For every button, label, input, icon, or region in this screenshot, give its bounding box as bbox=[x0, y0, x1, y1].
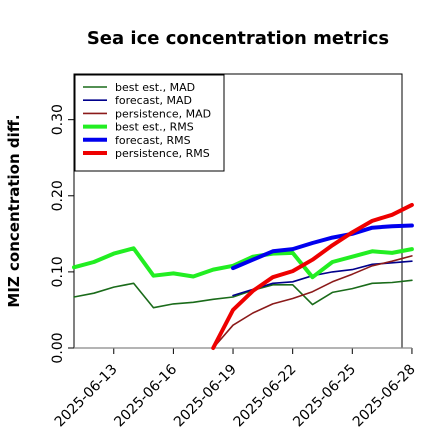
legend-entry: best est., MAD bbox=[115, 81, 195, 94]
y-tick-label: 0.20 bbox=[50, 180, 66, 211]
y-tick-label: 0.10 bbox=[50, 256, 66, 287]
x-tick-label: 2025-06-22 bbox=[231, 362, 300, 431]
y-axis: 0.00 0.10 0.20 0.30 bbox=[50, 104, 74, 364]
y-axis-label: MIZ concentration diff. bbox=[5, 114, 23, 307]
x-axis: 2025-06-132025-06-162025-06-192025-06-22… bbox=[52, 348, 419, 430]
legend-entry: forecast, MAD bbox=[115, 94, 192, 107]
y-tick-label: 0.30 bbox=[50, 104, 66, 135]
legend-entry: best est., RMS bbox=[115, 121, 194, 134]
series-line-2 bbox=[212, 255, 413, 349]
x-tick-label: 2025-06-16 bbox=[111, 361, 180, 430]
legend-entry: persistence, RMS bbox=[115, 147, 210, 160]
legend-entry: forecast, RMS bbox=[115, 134, 191, 147]
chart-title: Sea ice concentration metrics bbox=[87, 28, 389, 49]
series-line-1 bbox=[232, 260, 413, 297]
series-line-5 bbox=[211, 202, 414, 350]
x-tick-label: 2025-06-19 bbox=[171, 362, 240, 431]
series-line-4 bbox=[231, 223, 414, 271]
y-tick-label: 0.00 bbox=[50, 332, 66, 363]
series-line-0 bbox=[73, 279, 413, 309]
x-tick-label: 2025-06-25 bbox=[290, 362, 359, 431]
x-tick-label: 2025-06-13 bbox=[52, 362, 121, 431]
x-tick-label: 2025-06-28 bbox=[350, 362, 419, 431]
series-lines bbox=[72, 202, 414, 350]
legend-entry: persistence, MAD bbox=[115, 107, 211, 120]
series-line-3 bbox=[72, 246, 414, 280]
